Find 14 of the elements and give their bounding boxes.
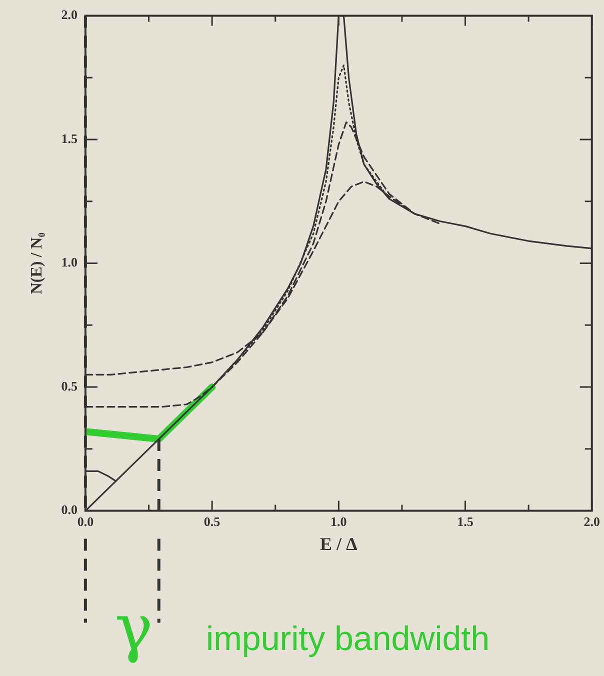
text: impurity bandwidth [206, 620, 490, 658]
x-tick-label: 1.0 [330, 514, 347, 529]
y-tick-label: 0.5 [61, 378, 78, 394]
x-tick-label: 2.0 [584, 514, 600, 529]
x-axis-title: E / Δ [320, 534, 358, 554]
y-tick-label: 1.5 [61, 130, 78, 146]
y-tick-label: 0.0 [61, 502, 78, 518]
x-tick-label: 0.0 [77, 514, 94, 529]
y-axis-title: N(E) / N₀ [28, 232, 46, 294]
x-tick-label: 1.5 [457, 514, 474, 529]
ref-line-label: γ [114, 591, 153, 666]
y-tick-label: 1.0 [61, 254, 78, 270]
x-tick-label: 0.5 [204, 514, 221, 529]
y-tick-label: 2.0 [61, 7, 78, 22]
